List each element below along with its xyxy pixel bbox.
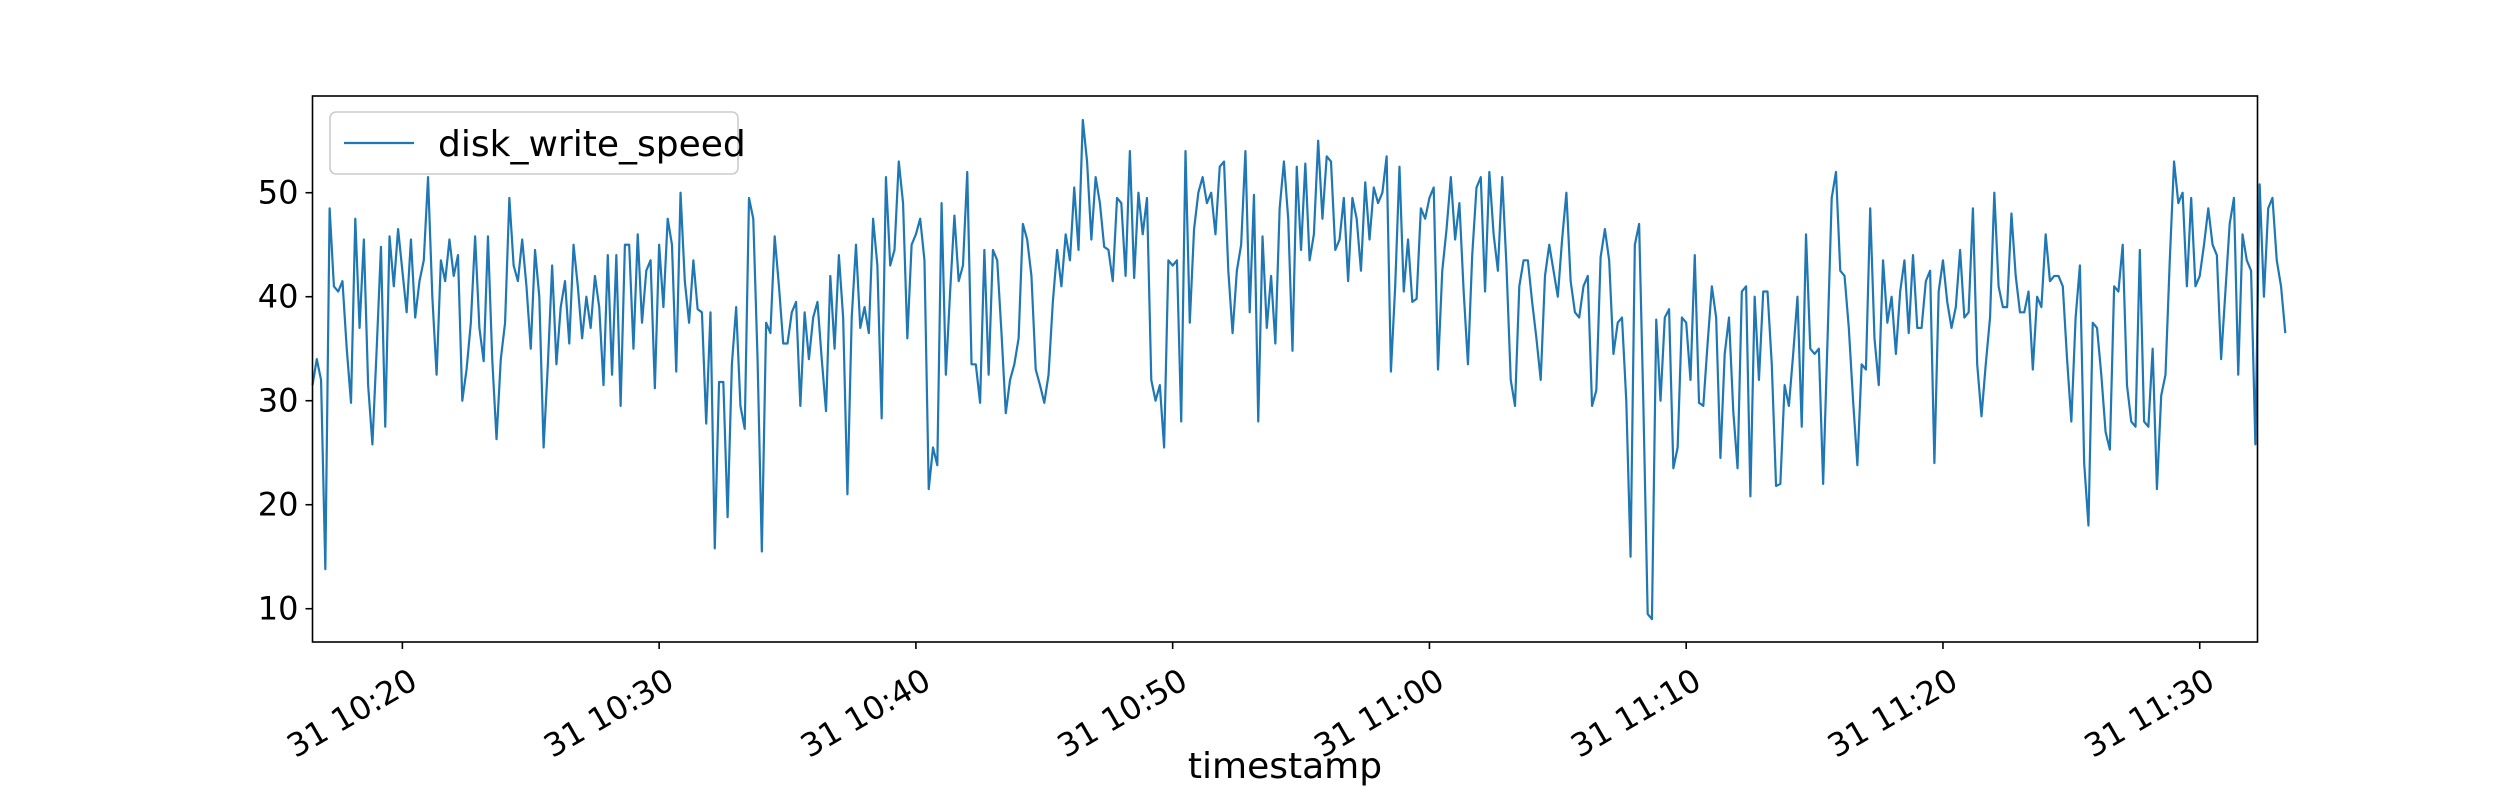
legend-label-disk-write-speed: disk_write_speed — [438, 124, 746, 165]
y-tick-label: 40 — [258, 278, 299, 316]
y-tick-label: 50 — [258, 174, 299, 212]
legend: disk_write_speed — [329, 111, 746, 175]
x-axis-title: timestamp — [1188, 746, 1382, 787]
y-axis-ticks: 10 20 30 40 50 — [258, 174, 313, 628]
plot-frame — [311, 95, 2259, 643]
legend-box — [329, 111, 739, 175]
series-line-disk-write-speed — [311, 118, 2287, 621]
y-tick-label: 20 — [258, 486, 299, 524]
y-tick-label: 30 — [258, 382, 299, 420]
y-tick-label: 10 — [258, 590, 299, 628]
data-layer — [311, 118, 2287, 621]
